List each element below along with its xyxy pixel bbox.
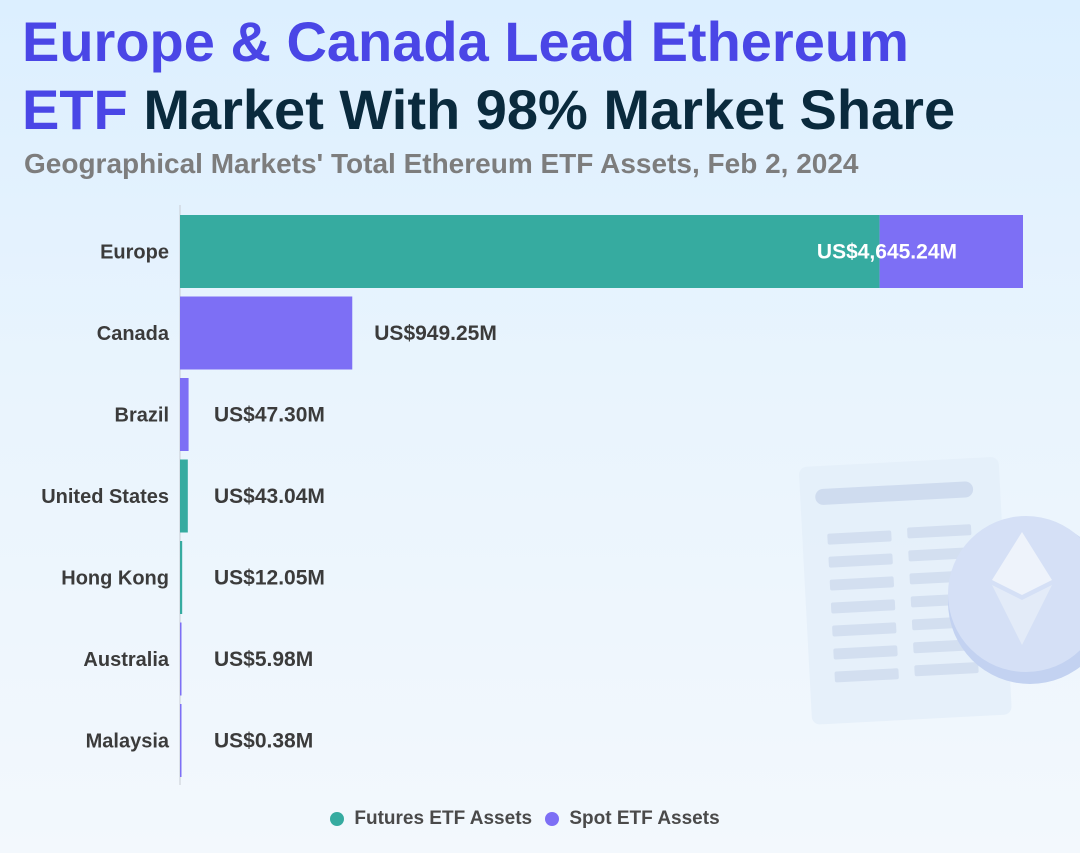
value-label: US$0.38M <box>214 730 313 753</box>
value-label: US$47.30M <box>214 404 325 427</box>
title-highlight-etf: ETF <box>22 78 128 141</box>
category-label: Australia <box>83 649 169 671</box>
bar-segment-futures <box>180 459 188 533</box>
legend-item-spot: Spot ETF Assets <box>545 808 720 830</box>
value-label: US$12.05M <box>214 567 325 590</box>
bar-segment-futures <box>180 541 183 614</box>
futures-legend-swatch <box>330 812 345 826</box>
title-line2: Market With 98% Market Share <box>143 78 956 141</box>
chart-subtitle: Geographical Markets' Total Ethereum ETF… <box>24 148 859 179</box>
value-label: US$43.04M <box>214 485 325 508</box>
category-label: Hong Kong <box>61 568 169 590</box>
chart-title: Europe & Canada Lead Ethereum ETF Market… <box>22 8 1062 144</box>
legend: Futures ETF Assets Spot ETF Assets <box>0 808 1050 832</box>
bar-segment-spot <box>180 378 189 451</box>
category-label: Brazil <box>115 405 169 427</box>
title-line1: Europe & Canada Lead Ethereum <box>22 10 909 73</box>
value-label: US$4,645.24M <box>817 241 957 264</box>
category-label: Malaysia <box>86 731 170 753</box>
spot-legend-swatch <box>545 812 560 826</box>
bar-chart: Europe US$4,645.24M Canada US$949.25M Brazil… <box>41 205 1023 785</box>
bar-segment-spot <box>180 704 182 777</box>
legend-label-spot: Spot ETF Assets <box>569 808 720 829</box>
category-label: Canada <box>97 323 170 345</box>
ethereum-coin-document-icon <box>799 457 1080 725</box>
value-label: US$949.25M <box>374 322 497 345</box>
bar-segment-spot <box>879 215 1023 288</box>
value-label: US$5.98M <box>214 648 313 671</box>
legend-item-futures: Futures ETF Assets <box>330 808 532 830</box>
bar-segment-spot <box>180 622 182 696</box>
legend-label-futures: Futures ETF Assets <box>354 808 533 829</box>
category-label: United States <box>41 486 169 508</box>
bar-segment-futures <box>180 215 880 288</box>
bar-segment-spot <box>180 296 353 370</box>
category-label: Europe <box>100 242 169 264</box>
